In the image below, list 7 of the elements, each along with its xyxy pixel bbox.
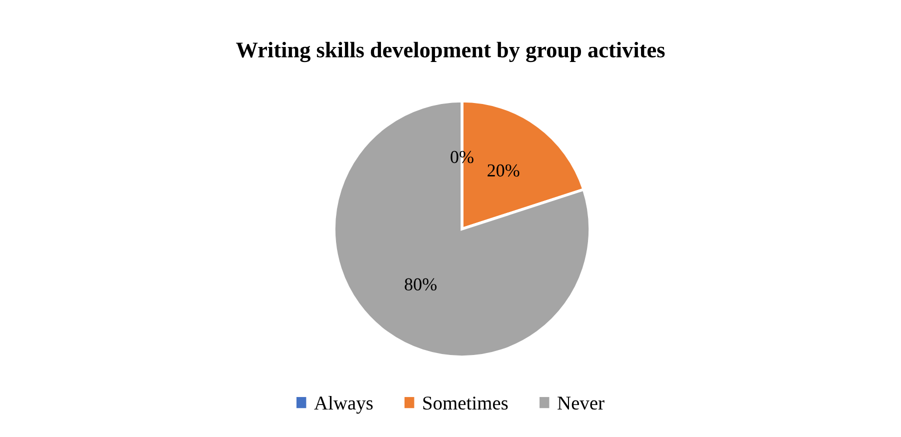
data-label: 20% (488, 164, 520, 177)
chart-title: Writing skills development by group activites (236, 42, 665, 62)
text: 0% (450, 150, 474, 164)
legend-label: Never (558, 396, 604, 410)
legend-label: Sometimes (423, 396, 508, 410)
legend-label: Always (314, 396, 373, 414)
data-label: 80% (404, 278, 437, 291)
